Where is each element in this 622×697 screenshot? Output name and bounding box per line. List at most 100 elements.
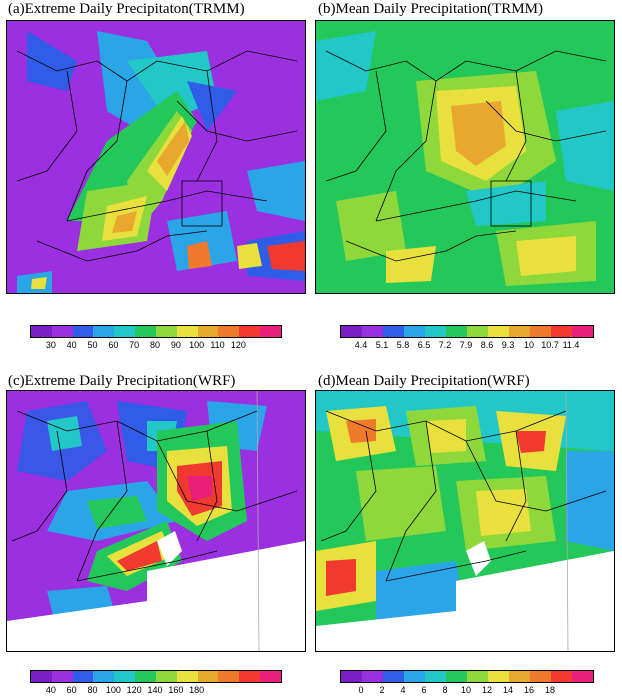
colorbar-tick-label: 11.4	[562, 340, 580, 350]
colorbar-tick-label: 30	[45, 340, 56, 350]
colorbar-tick-label: 5.1	[375, 340, 389, 350]
colorbar-tick-label: 100	[105, 685, 121, 695]
colorbar-segment	[176, 326, 198, 337]
colorbar-tick-label: 140	[147, 685, 163, 695]
colorbar-segment	[425, 326, 446, 337]
panel-b-colorbar-ticks: 4.4 5.1 5.8 6.5 7.2 7.9 8.6 9.3 10 10.7 11.4	[340, 340, 592, 352]
colorbar-segment	[218, 326, 240, 337]
colorbar-tick-label: 14	[502, 685, 514, 695]
colorbar-tick-label: 0	[358, 685, 364, 695]
colorbar-tick-label: 60	[66, 685, 77, 695]
colorbar-tick-label: 180	[189, 685, 205, 695]
colorbar-segment	[239, 326, 261, 337]
colorbar-segment	[530, 326, 551, 337]
colorbar-segment	[341, 326, 362, 337]
colorbar-tick-label: 10.7	[541, 340, 559, 350]
colorbar-segment	[197, 671, 219, 682]
colorbar-segment	[404, 326, 425, 337]
colorbar-segment	[362, 326, 383, 337]
colorbar-segment	[467, 326, 488, 337]
colorbar-tick-label: 160	[168, 685, 184, 695]
colorbar-tick-label: 70	[129, 340, 140, 350]
colorbar-segment	[114, 326, 136, 337]
panel-b-map	[315, 20, 615, 294]
colorbar-tick-label: 120	[126, 685, 142, 695]
colorbar-segment	[260, 671, 281, 682]
colorbar-tick-label: 110	[210, 340, 225, 350]
colorbar-segment	[31, 326, 52, 337]
colorbar-segment	[135, 326, 156, 337]
colorbar-segment	[72, 671, 94, 682]
panel-c-map	[6, 390, 306, 652]
colorbar-segment	[404, 671, 425, 682]
colorbar-tick-label: 12	[481, 685, 493, 695]
colorbar-segment	[239, 671, 261, 682]
colorbar-segment	[197, 326, 219, 337]
colorbar-segment	[467, 671, 488, 682]
colorbar-segment	[51, 326, 73, 337]
colorbar-tick-label: 2	[379, 685, 385, 695]
colorbar-segment	[530, 671, 551, 682]
colorbar-segment	[51, 671, 73, 682]
panel-a-map	[6, 20, 306, 294]
colorbar-segment	[551, 671, 572, 682]
colorbar-segment	[551, 326, 572, 337]
panel-b-colorbar	[340, 325, 594, 338]
panel-c-title: (c)Extreme Daily Precipitation(WRF)	[8, 373, 236, 389]
panel-c-colorbar	[30, 670, 282, 683]
panel-a-title: (a)Extreme Daily Precipitaton(TRMM)	[8, 1, 245, 17]
colorbar-tick-label: 8	[442, 685, 448, 695]
colorbar-segment	[155, 326, 177, 337]
colorbar-tick-label: 6	[421, 685, 427, 695]
colorbar-tick-label: 7.2	[438, 340, 452, 350]
panel-a-colorbar	[30, 325, 282, 338]
colorbar-tick-label: 80	[87, 685, 98, 695]
colorbar-segment	[155, 671, 177, 682]
colorbar-tick-label: 40	[66, 340, 77, 350]
colorbar-tick-label: 16	[523, 685, 535, 695]
colorbar-segment	[572, 326, 593, 337]
colorbar-segment	[509, 326, 530, 337]
colorbar-segment	[135, 671, 156, 682]
colorbar-segment	[72, 326, 94, 337]
colorbar-tick-label: 8.6	[480, 340, 494, 350]
panel-d-colorbar	[340, 670, 594, 683]
colorbar-tick-label: 90	[170, 340, 181, 350]
colorbar-segment	[93, 326, 115, 337]
colorbar-tick-label: 100	[189, 340, 205, 350]
colorbar-segment	[488, 671, 509, 682]
panel-b-title: (b)Mean Daily Precipitation(TRMM)	[318, 1, 543, 17]
colorbar-tick-label: 50	[87, 340, 98, 350]
colorbar-segment	[509, 671, 530, 682]
colorbar-segment	[425, 671, 446, 682]
colorbar-tick-label: 120	[230, 340, 246, 350]
panel-d-colorbar-ticks: 0 2 4 6 8 10 12 14 16 18	[340, 685, 592, 697]
colorbar-segment	[446, 671, 467, 682]
colorbar-segment	[31, 671, 52, 682]
colorbar-tick-label: 4.4	[354, 340, 368, 350]
colorbar-segment	[114, 671, 136, 682]
colorbar-tick-label: 10	[523, 340, 535, 350]
panel-a-colorbar-ticks: 30 40 50 60 70 80 90 100 110 120	[30, 340, 280, 352]
colorbar-segment	[260, 326, 281, 337]
panel-d-map	[315, 390, 615, 652]
colorbar-segment	[218, 671, 240, 682]
colorbar-segment	[572, 671, 593, 682]
colorbar-segment	[341, 671, 362, 682]
colorbar-tick-label: 6.5	[417, 340, 431, 350]
colorbar-segment	[488, 326, 509, 337]
colorbar-tick-label: 18	[544, 685, 556, 695]
colorbar-tick-label: 40	[45, 685, 56, 695]
colorbar-segment	[446, 326, 467, 337]
colorbar-tick-label: 5.8	[396, 340, 410, 350]
colorbar-segment	[383, 671, 404, 682]
colorbar-tick-label: 10	[460, 685, 472, 695]
colorbar-tick-label: 4	[400, 685, 406, 695]
colorbar-tick-label: 60	[108, 340, 119, 350]
colorbar-segment	[362, 671, 383, 682]
colorbar-tick-label: 9.3	[501, 340, 515, 350]
colorbar-tick-label: 7.9	[459, 340, 473, 350]
panel-c-colorbar-ticks: 40 60 80 100 120 140 160 180	[30, 685, 280, 697]
panel-d-title: (d)Mean Daily Precipitation(WRF)	[318, 373, 530, 389]
colorbar-tick-label: 80	[149, 340, 161, 350]
